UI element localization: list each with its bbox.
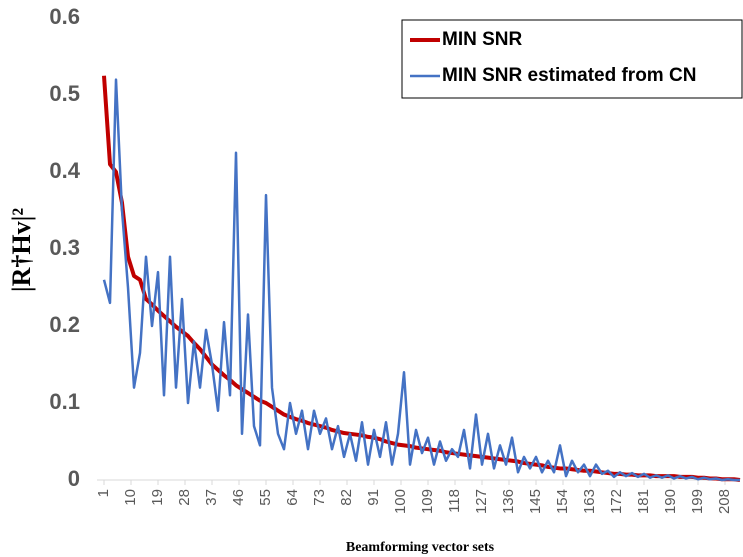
x-tick-label: 172 <box>608 489 625 514</box>
x-tick-label: 1 <box>95 489 112 497</box>
x-tick-label: 28 <box>176 489 193 506</box>
x-tick-label: 73 <box>311 489 328 506</box>
legend-box <box>401 19 743 99</box>
x-tick-label: 127 <box>473 489 490 514</box>
y-axis-label: |R†Hv|² <box>7 208 36 292</box>
x-tick-label: 19 <box>149 489 166 506</box>
x-tick-label: 136 <box>500 489 517 514</box>
x-tick-label: 82 <box>338 489 355 506</box>
x-tick-label: 91 <box>365 489 382 506</box>
x-tick-label: 118 <box>446 489 463 513</box>
x-tick-label: 154 <box>554 489 571 514</box>
y-tick-label: 0 <box>68 466 80 491</box>
y-tick-label: 0.1 <box>49 389 80 414</box>
x-tick-label: 199 <box>689 489 706 514</box>
x-axis-label: Beamforming vector sets <box>346 540 495 555</box>
x-tick-label: 181 <box>635 489 652 514</box>
y-tick-label: 0.3 <box>49 235 80 260</box>
x-tick-label: 208 <box>716 489 733 514</box>
series-line <box>102 75 741 482</box>
x-tick-label: 64 <box>284 489 301 506</box>
y-tick-label: 0.5 <box>49 81 80 106</box>
y-tick-label: 0.2 <box>49 312 80 337</box>
x-tick-label: 55 <box>257 489 274 506</box>
legend-label: MIN SNR estimated from CN <box>442 65 696 86</box>
x-tick-label: 163 <box>581 489 598 514</box>
x-tick-label: 145 <box>527 489 544 514</box>
series-line <box>102 78 740 482</box>
x-tick-label: 190 <box>662 489 679 514</box>
y-tick-label: 0.6 <box>49 4 80 29</box>
x-tick-label: 100 <box>392 489 409 514</box>
x-tick-label: 10 <box>122 489 139 506</box>
x-tick-label: 37 <box>203 489 220 506</box>
legend-label: MIN SNR <box>442 29 523 50</box>
y-tick-label: 0.4 <box>49 158 80 183</box>
x-tick-label: 109 <box>419 489 436 514</box>
x-tick-label: 46 <box>230 489 247 506</box>
